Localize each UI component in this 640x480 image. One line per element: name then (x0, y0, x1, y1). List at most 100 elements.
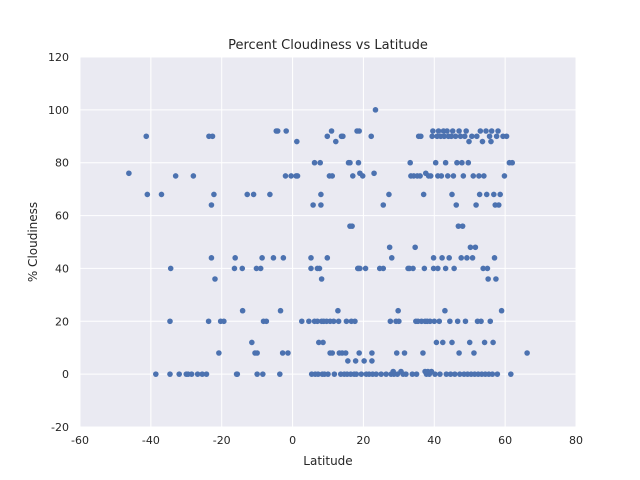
data-point (356, 128, 362, 134)
data-point (208, 255, 215, 261)
data-point (369, 350, 375, 356)
data-point (452, 133, 459, 140)
data-point (314, 318, 321, 325)
data-point (310, 202, 316, 208)
data-point (493, 276, 499, 282)
x-tick-label: -60 (71, 434, 89, 447)
data-point (474, 133, 480, 140)
data-point (430, 255, 437, 261)
data-point (479, 138, 486, 145)
data-point (378, 371, 384, 377)
data-point (328, 128, 335, 134)
data-point (491, 255, 498, 261)
data-point (473, 202, 479, 208)
data-point (368, 133, 375, 140)
data-point (487, 318, 494, 325)
data-point (232, 255, 238, 261)
data-point (403, 371, 409, 377)
data-point (401, 350, 408, 356)
data-point (471, 350, 477, 356)
data-point (244, 191, 251, 198)
data-point (488, 138, 494, 145)
data-point (203, 371, 210, 377)
data-point (470, 173, 477, 179)
data-point (455, 223, 462, 229)
data-point (260, 371, 266, 377)
data-point (369, 358, 375, 364)
data-point (410, 265, 416, 272)
data-point (418, 133, 424, 140)
y-tick-label: 100 (48, 104, 69, 117)
y-tick-label: 80 (55, 157, 69, 170)
data-point (239, 265, 246, 272)
x-tick-label: 40 (427, 434, 441, 447)
data-point (497, 191, 503, 198)
data-point (449, 191, 455, 198)
data-point (469, 255, 476, 261)
data-point (451, 265, 457, 272)
data-point (250, 191, 257, 198)
data-point (349, 223, 355, 229)
data-point (493, 133, 500, 140)
data-point (126, 170, 132, 177)
data-point (442, 265, 449, 272)
data-point (458, 255, 465, 261)
data-point (352, 318, 358, 325)
data-point (503, 133, 510, 140)
data-point (456, 128, 462, 134)
data-point (417, 173, 423, 179)
data-point (320, 339, 326, 346)
data-point (285, 350, 291, 356)
y-axis-title: % Cloudiness (26, 202, 40, 282)
data-point (330, 318, 337, 325)
data-point (439, 339, 446, 346)
data-point (431, 318, 438, 325)
data-point (282, 173, 289, 179)
data-point (432, 159, 439, 166)
data-point (386, 244, 393, 251)
data-point (331, 371, 338, 377)
data-point (485, 276, 491, 282)
data-point (413, 371, 420, 377)
data-point (483, 191, 490, 198)
data-point (318, 191, 324, 198)
data-point (358, 371, 365, 377)
data-point (144, 191, 151, 198)
data-point (466, 138, 472, 145)
data-point (371, 170, 377, 177)
data-point (249, 339, 255, 346)
y-tick-label: -20 (51, 421, 69, 434)
data-point (318, 202, 324, 208)
data-point (357, 265, 363, 272)
data-point (456, 350, 462, 356)
data-point (453, 202, 460, 208)
data-point (280, 255, 287, 261)
x-tick-label: -40 (142, 434, 160, 447)
data-point (430, 265, 437, 272)
data-point (446, 255, 452, 261)
data-point (350, 173, 356, 179)
data-point (387, 318, 394, 325)
data-point (486, 133, 493, 140)
data-point (450, 173, 457, 179)
data-point (380, 265, 387, 272)
data-point (491, 191, 497, 198)
data-point (324, 133, 331, 140)
data-point (476, 191, 483, 198)
data-point (476, 173, 482, 179)
data-point (216, 350, 222, 356)
data-point (188, 371, 195, 377)
chart-title: Percent Cloudiness vs Latitude (228, 38, 428, 53)
data-point (199, 371, 206, 377)
data-point (353, 371, 360, 377)
data-point (194, 371, 201, 377)
data-point (355, 159, 362, 166)
data-point (483, 128, 489, 134)
data-point (205, 318, 212, 325)
data-point (484, 265, 491, 272)
data-point (421, 265, 428, 272)
data-point (480, 265, 486, 272)
data-point (361, 358, 367, 364)
data-point (412, 244, 418, 251)
